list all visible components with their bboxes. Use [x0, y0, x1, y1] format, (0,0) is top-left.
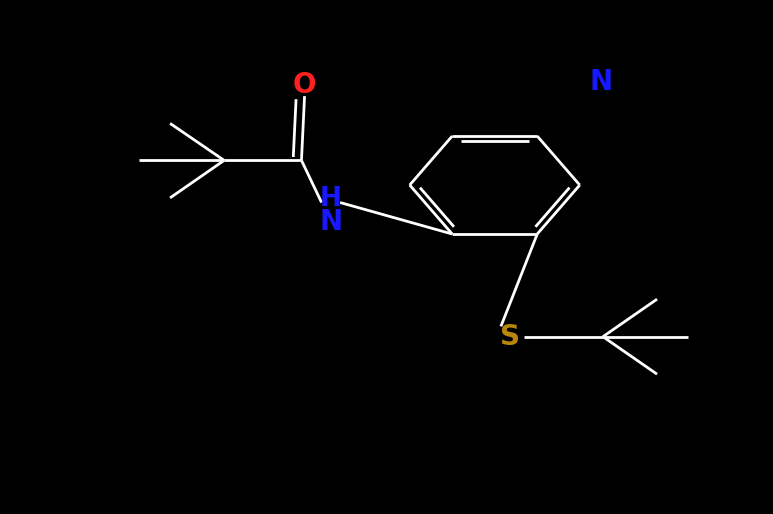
Text: N: N: [319, 208, 342, 236]
Text: O: O: [293, 71, 316, 99]
Text: H: H: [320, 186, 342, 212]
Text: N: N: [590, 68, 613, 96]
Text: S: S: [500, 323, 520, 351]
